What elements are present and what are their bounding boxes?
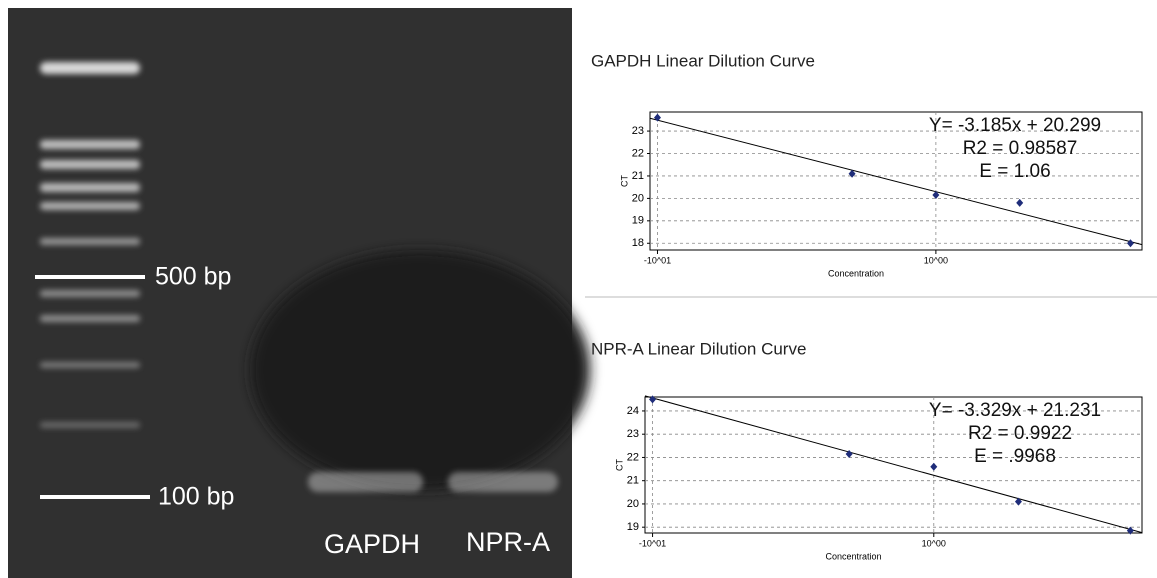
data-point (1014, 497, 1022, 506)
data-point (932, 191, 940, 200)
data-point (1016, 198, 1024, 207)
x-axis-label: Concentration (825, 551, 881, 561)
x-axis-label: Concentration (828, 268, 884, 278)
ladder-label: 500 bp (155, 263, 231, 291)
y-tick-label: 23 (632, 125, 644, 137)
ladder-label: 100 bp (158, 483, 234, 511)
data-point (848, 169, 856, 178)
y-tick-label: 23 (627, 428, 639, 440)
y-tick-label: 22 (632, 147, 644, 159)
data-point (1126, 526, 1134, 535)
y-tick-label: 22 (627, 451, 639, 463)
lane-label: GAPDH (324, 529, 420, 559)
y-axis-label: CT (614, 459, 624, 471)
data-point (845, 449, 853, 458)
data-point (930, 462, 938, 471)
x-tick-label: 10^00 (922, 538, 946, 548)
data-point (649, 395, 657, 404)
y-tick-label: 20 (627, 498, 639, 510)
y-tick-label: 18 (632, 237, 644, 249)
y-tick-label: 24 (627, 405, 639, 417)
lane-label: NPR-A (466, 527, 550, 557)
trend-line (649, 117, 1143, 246)
y-tick-label: 19 (632, 215, 644, 227)
y-axis-label: CT (619, 175, 629, 187)
annotation: R2 = 0.9922 (968, 423, 1072, 444)
annotation: Y= -3.185x + 20.299 (929, 115, 1101, 136)
gel-image: 500 bp 100 bp GAPDH NPR-A (8, 8, 590, 578)
y-tick-label: 21 (627, 475, 639, 487)
x-tick-label: -10^01 (644, 255, 671, 265)
chart-title: GAPDH Linear Dilution Curve (591, 51, 815, 70)
chart-title: NPR-A Linear Dilution Curve (591, 339, 806, 358)
y-tick-label: 20 (632, 192, 644, 204)
annotation: E = .9968 (974, 446, 1056, 467)
x-tick-label: -10^01 (639, 538, 666, 548)
y-tick-label: 19 (627, 521, 639, 533)
trend-line (644, 395, 1143, 534)
y-tick-label: 21 (632, 170, 644, 182)
x-tick-label: 10^00 (924, 255, 948, 265)
data-point (653, 113, 661, 122)
annotation: Y= -3.329x + 21.231 (929, 400, 1101, 421)
annotation: E = 1.06 (979, 161, 1050, 182)
data-point (1126, 239, 1134, 248)
annotation: R2 = 0.98587 (963, 138, 1078, 159)
